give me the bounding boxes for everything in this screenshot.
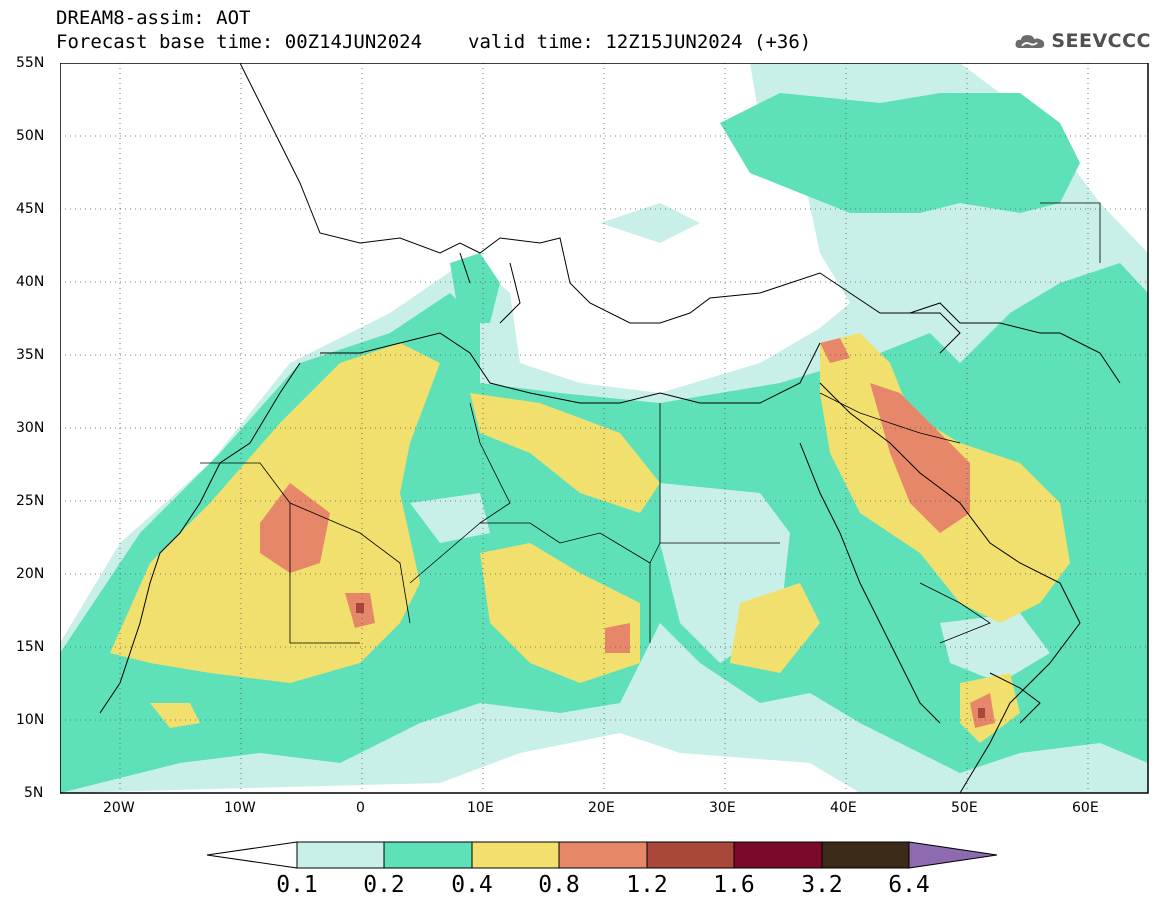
aot-band-0.2 — [720, 93, 1080, 213]
lat-tick-label: 35N — [16, 347, 45, 363]
lat-tick-label: 30N — [16, 420, 45, 436]
colorbar-label: 0.1 — [276, 872, 318, 898]
colorbar-label: 6.4 — [888, 872, 930, 898]
colorbar-segment-1 — [296, 841, 385, 869]
lat-tick-label: 20N — [16, 566, 45, 582]
map-plot — [60, 63, 1149, 794]
colorbar-label: 1.2 — [626, 872, 668, 898]
lon-tick-label: 60E — [1072, 800, 1099, 816]
colorbar-label: 1.6 — [713, 872, 755, 898]
lat-tick-label: 15N — [16, 639, 45, 655]
colorbar-segment-7 — [821, 841, 910, 869]
lon-tick-label: 10W — [224, 800, 256, 816]
map-frame — [60, 63, 1149, 794]
chart-title: DREAM8-assim: AOT — [56, 8, 250, 28]
colorbar-segment-2 — [383, 841, 473, 869]
lon-tick-label: 10E — [467, 800, 494, 816]
seevccc-logo: SEEVCCC — [1015, 26, 1151, 56]
lat-tick-label: 5N — [24, 785, 44, 801]
colorbar: 0.1 0.2 0.4 0.8 1.2 1.6 3.2 6.4 — [206, 841, 998, 898]
valid-time: valid time: 12Z15JUN2024 (+36) — [468, 31, 812, 53]
aot-band-0.2 — [450, 253, 500, 323]
lon-tick-label: 40E — [830, 800, 857, 816]
coastlines — [99, 63, 1121, 794]
lat-tick-label: 50N — [16, 128, 45, 144]
aot-band-0.8 — [870, 383, 970, 533]
lat-tick-label: 55N — [16, 55, 45, 71]
aot-band-1.2 — [356, 603, 364, 613]
aot-band-0.4 — [480, 543, 640, 683]
colorbar-label: 3.2 — [801, 872, 843, 898]
cloud-icon — [1015, 35, 1045, 48]
aot-band-0.4 — [730, 583, 820, 673]
colorbar-segment-3 — [471, 841, 560, 869]
country-borders — [200, 202, 1101, 644]
product-title: DREAM8-assim: AOT — [56, 7, 251, 29]
lat-tick-label: 25N — [16, 493, 45, 509]
aot-band-0.8 — [820, 338, 850, 363]
chart-subtitle: Forecast base time: 00Z14JUN2024 valid ti… — [56, 32, 811, 52]
colorbar-label: 0.2 — [363, 872, 405, 898]
forecast-base-time: Forecast base time: 00Z14JUN2024 — [56, 31, 423, 53]
colorbar-label: 0.4 — [451, 872, 493, 898]
lon-tick-label: 20E — [588, 800, 615, 816]
aot-band-0.4 — [150, 703, 200, 728]
lon-tick-label: 0 — [356, 800, 365, 816]
lat-tick-label: 10N — [16, 712, 45, 728]
aot-hole — [410, 493, 490, 543]
aot-hole — [940, 613, 1050, 683]
lon-tick-label: 50E — [951, 800, 978, 816]
lat-tick-label: 40N — [16, 274, 45, 290]
colorbar-over-arrow — [908, 841, 998, 869]
logo-text: SEEVCCC — [1051, 30, 1151, 52]
lon-tick-label: 30E — [709, 800, 736, 816]
colorbar-segment-6 — [733, 841, 823, 869]
colorbar-under-arrow — [206, 841, 298, 869]
aot-band-1.2 — [978, 708, 985, 718]
aot-band-0.8 — [605, 623, 630, 653]
lat-tick-label: 45N — [16, 201, 45, 217]
aot-hole — [600, 203, 700, 243]
aot-band-0.4 — [470, 393, 660, 513]
lon-tick-label: 20W — [103, 800, 135, 816]
colorbar-segment-4 — [558, 841, 648, 869]
colorbar-label: 0.8 — [538, 872, 580, 898]
graticule — [60, 63, 1148, 793]
colorbar-segment-5 — [646, 841, 735, 869]
aot-band-0.8 — [260, 483, 330, 573]
